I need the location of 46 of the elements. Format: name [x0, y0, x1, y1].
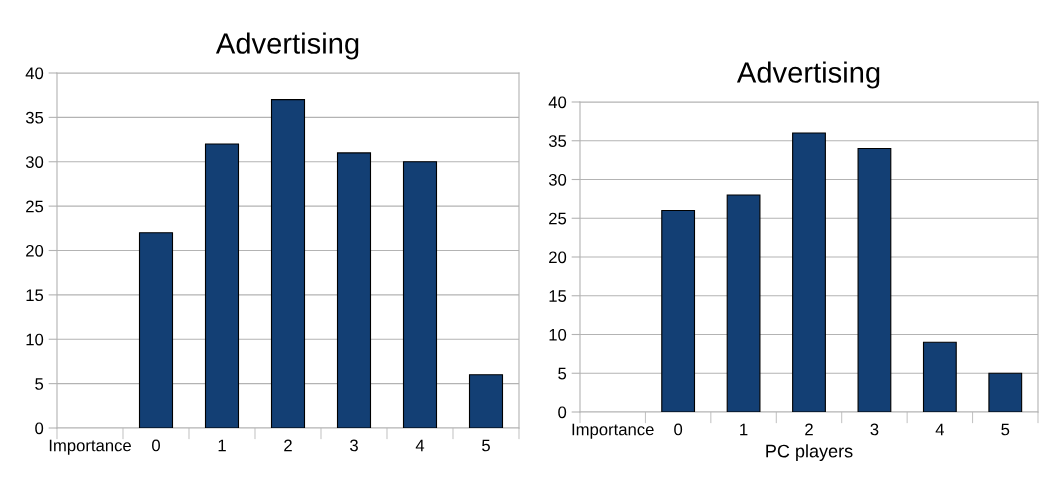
x-tick-label: 1 [218, 439, 226, 452]
chart-title: Advertising [215, 32, 359, 60]
bar [922, 341, 957, 412]
y-tick-label: 15 [26, 289, 44, 302]
y-tick-label: 5 [558, 367, 567, 380]
y-tick-label: 35 [548, 135, 567, 147]
bar [336, 152, 372, 428]
y-tick-label: 5 [35, 378, 44, 390]
y-tick-label: 10 [549, 328, 567, 341]
bar [468, 374, 504, 428]
x-axis-title: PC players [766, 444, 853, 462]
x-tick-label: 0 [152, 439, 160, 452]
y-tick-label: 20 [26, 244, 44, 257]
chart-title: Advertising [736, 61, 880, 89]
bar [270, 99, 306, 428]
y-tick-label: 30 [548, 173, 567, 186]
x-tick-label: 4 [415, 439, 425, 452]
y-tick-label: 35 [25, 111, 44, 124]
y-tick-label: 30 [25, 156, 44, 168]
y-tick-label: 25 [26, 200, 44, 213]
y-tick-label: 15 [549, 290, 567, 302]
y-tick-label: 40 [25, 67, 44, 80]
y-tick-label: 20 [549, 251, 567, 264]
x-tick-label: Importance [49, 439, 131, 455]
x-tick-label: Importance [572, 423, 654, 439]
x-tick-label: 3 [350, 439, 358, 452]
bar [204, 143, 240, 428]
y-tick-label: 10 [26, 333, 44, 346]
x-tick-label: 3 [870, 423, 879, 436]
x-tick-label: 2 [805, 423, 813, 436]
x-tick-label: 0 [674, 423, 683, 436]
x-tick-label: 5 [1001, 423, 1010, 436]
y-tick-label: 25 [549, 212, 567, 225]
x-tick-label: 4 [935, 423, 944, 436]
bar [661, 209, 696, 412]
bar [857, 147, 892, 412]
x-tick-label: 2 [284, 439, 292, 452]
y-tick-label: 40 [548, 96, 567, 109]
bar [138, 232, 174, 428]
x-tick-label: 5 [482, 439, 490, 452]
bar [988, 372, 1023, 412]
y-tick-label: 0 [558, 406, 567, 419]
bar [726, 194, 761, 412]
x-tick-label: 1 [740, 423, 748, 436]
bar [402, 161, 438, 428]
bar [792, 132, 826, 412]
